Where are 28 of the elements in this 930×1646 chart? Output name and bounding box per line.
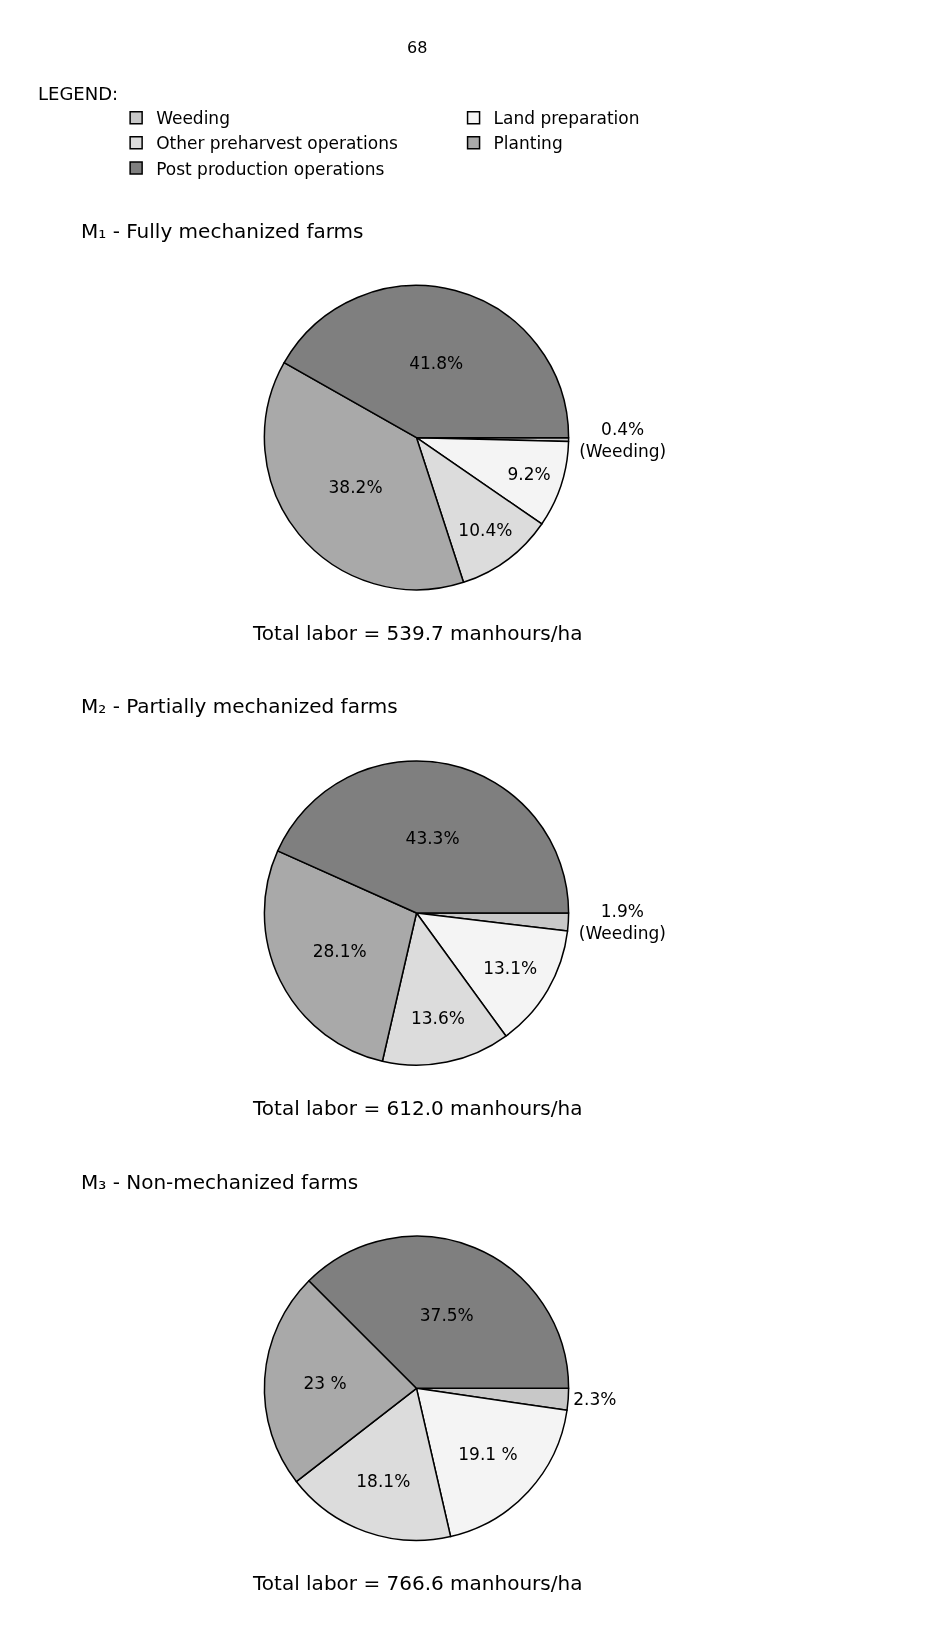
data-label: 1.9% (Weeding) <box>578 901 666 944</box>
legend-title: LEGEND: <box>38 83 119 105</box>
data-label: 13.1% <box>483 958 538 979</box>
legend-label: Weeding <box>156 108 230 129</box>
data-label: 43.3% <box>405 827 460 848</box>
legend-label: Land preparation <box>493 108 640 129</box>
data-label: 38.2% <box>328 477 383 498</box>
text: M₁ - Fully mechanized farms <box>81 219 364 243</box>
data-label: 13.6% <box>410 1008 465 1029</box>
chart-title: M₂ - Partially mechanized farms <box>81 694 398 718</box>
data-label: 0.4% (Weeding) <box>579 418 667 461</box>
data-label: 41.8% <box>409 352 464 373</box>
text: Total labor = 612.0 manhours/ha <box>252 1096 583 1120</box>
data-label: 37.5% <box>419 1305 474 1326</box>
text: 68 <box>407 38 428 57</box>
text: Total labor = 766.6 manhours/ha <box>252 1571 583 1595</box>
data-label: 2.3% <box>573 1389 617 1410</box>
data-label: 19.1 % <box>458 1444 518 1465</box>
legend-label: Other preharvest operations <box>156 133 398 154</box>
text: Total labor = 539.7 manhours/ha <box>252 621 583 645</box>
data-label: 23 % <box>303 1372 347 1393</box>
data-label: 10.4% <box>458 519 513 540</box>
data-label: 28.1% <box>312 941 367 962</box>
data-label: 9.2% <box>507 464 551 485</box>
legend-label: Planting <box>493 133 563 154</box>
chart-title: M₃ - Non-mechanized farms <box>81 1170 359 1194</box>
data-label: 18.1% <box>356 1471 411 1492</box>
legend-label: Post production operations <box>156 158 385 179</box>
